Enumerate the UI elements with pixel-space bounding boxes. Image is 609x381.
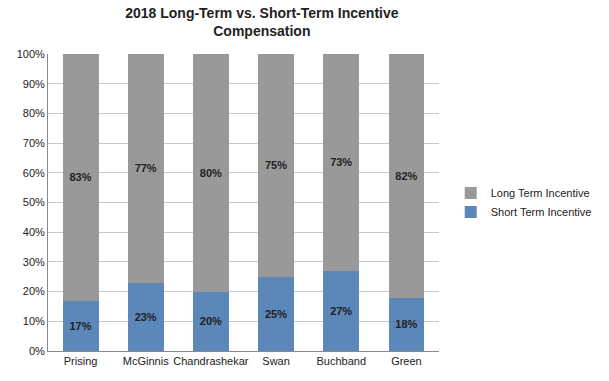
svg-text:77%: 77% — [135, 162, 157, 174]
svg-text:Swan: Swan — [262, 355, 290, 367]
svg-text:20%: 20% — [23, 285, 45, 297]
svg-text:McGinnis: McGinnis — [123, 355, 169, 367]
svg-text:Buchband: Buchband — [316, 355, 366, 367]
svg-text:40%: 40% — [23, 226, 45, 238]
svg-text:75%: 75% — [265, 159, 287, 171]
svg-text:Prising: Prising — [64, 355, 98, 367]
svg-text:83%: 83% — [69, 171, 91, 183]
svg-text:27%: 27% — [330, 305, 352, 317]
svg-text:30%: 30% — [23, 256, 45, 268]
svg-text:17%: 17% — [69, 320, 91, 332]
svg-text:18%: 18% — [395, 318, 417, 330]
svg-text:2018 Long-Term vs. Short-Term: 2018 Long-Term vs. Short-Term IncentiveC… — [125, 5, 399, 39]
svg-text:60%: 60% — [23, 167, 45, 179]
svg-text:Long Term Incentive: Long Term Incentive — [491, 187, 590, 199]
svg-text:10%: 10% — [23, 315, 45, 327]
svg-text:0%: 0% — [29, 345, 45, 357]
svg-text:Chandrashekar: Chandrashekar — [173, 355, 249, 367]
svg-text:70%: 70% — [23, 137, 45, 149]
svg-text:Green: Green — [391, 355, 422, 367]
svg-text:100%: 100% — [17, 48, 45, 60]
svg-text:90%: 90% — [23, 78, 45, 90]
svg-text:20%: 20% — [200, 315, 222, 327]
svg-text:50%: 50% — [23, 196, 45, 208]
svg-text:82%: 82% — [395, 170, 417, 182]
svg-text:Short Term Incentive: Short Term Incentive — [491, 206, 592, 218]
svg-text:23%: 23% — [135, 311, 157, 323]
svg-text:80%: 80% — [23, 107, 45, 119]
svg-text:80%: 80% — [200, 167, 222, 179]
svg-text:25%: 25% — [265, 308, 287, 320]
svg-text:73%: 73% — [330, 156, 352, 168]
